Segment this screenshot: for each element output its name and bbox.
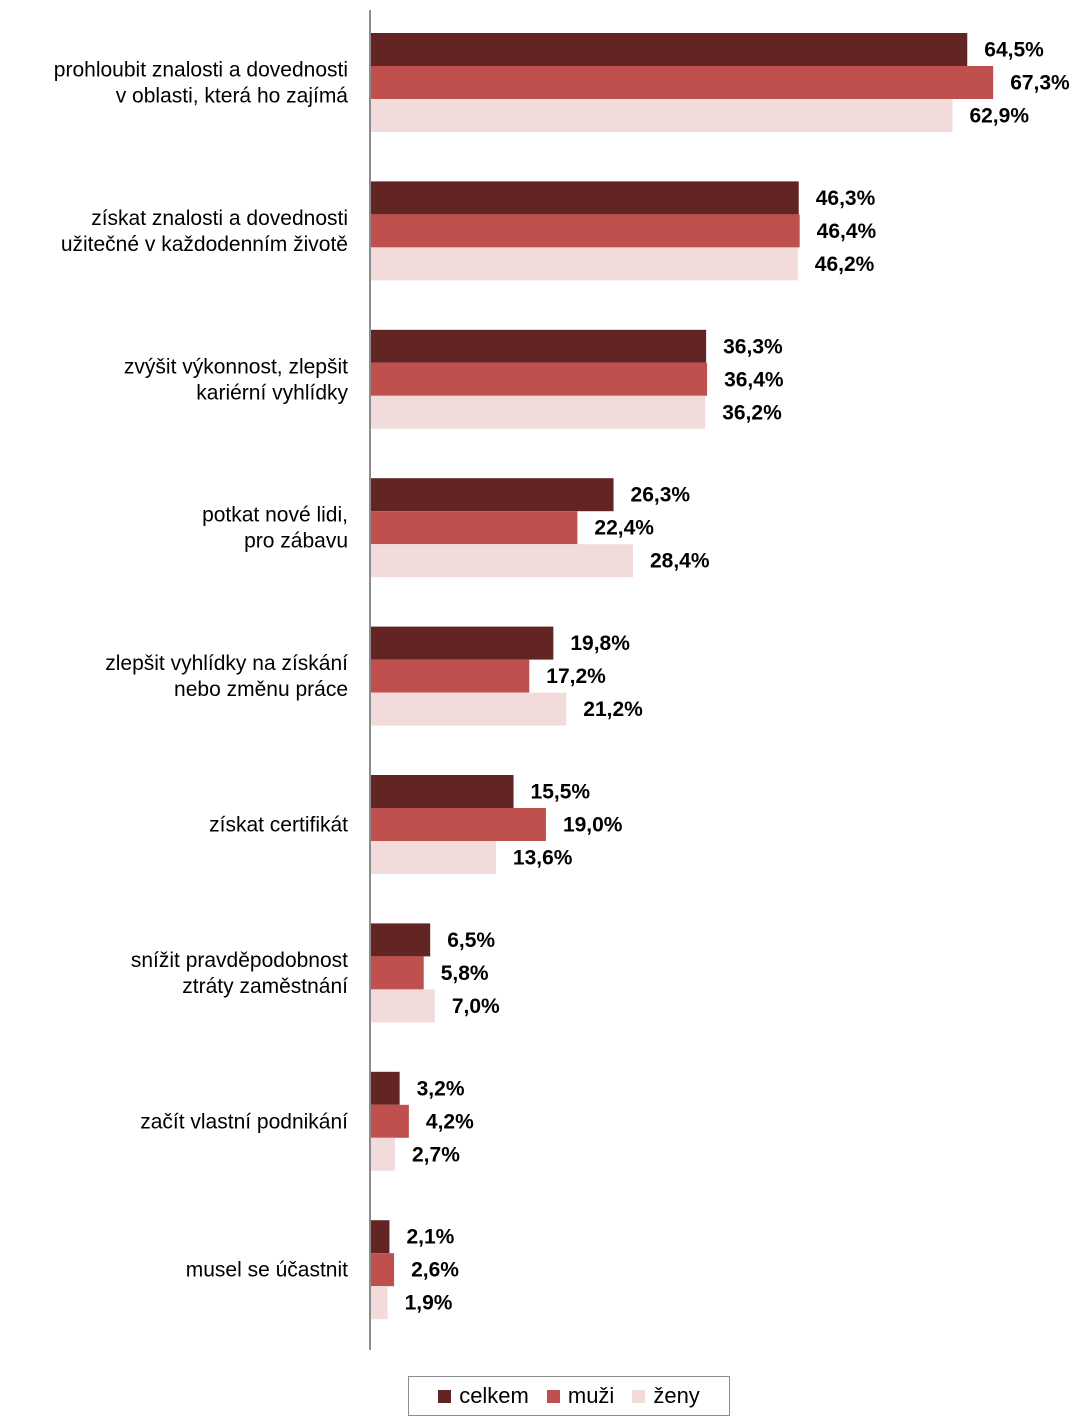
category-label: zvýšit výkonnost, zlepšit <box>124 355 348 378</box>
bar-celkem <box>370 1071 400 1105</box>
data-label: 7,0% <box>452 995 500 1018</box>
bar-muzi <box>370 1253 395 1287</box>
data-label: 26,3% <box>631 484 691 507</box>
data-label: 2,6% <box>411 1259 459 1282</box>
data-label: 5,8% <box>441 962 489 985</box>
legend-item-celkem: celkem <box>438 1383 529 1409</box>
bar-celkem <box>370 181 799 215</box>
bar-muzi <box>370 956 424 990</box>
data-label: 3,2% <box>417 1077 465 1100</box>
category-label: musel se účastnit <box>186 1259 348 1282</box>
bar-muzi <box>370 659 530 693</box>
legend: celkem muži ženy <box>408 1376 730 1416</box>
bar-chart: prohloubit znalosti a dovednosti v oblast… <box>54 10 1070 1350</box>
bar-muzi <box>370 1104 409 1138</box>
bar-celkem <box>370 626 554 660</box>
category-label: začít vlastní podnikání <box>140 1110 348 1133</box>
bar-zeny <box>370 247 798 281</box>
category-label: pro zábavu <box>244 530 348 553</box>
bar-zeny <box>370 99 953 132</box>
data-label: 1,9% <box>405 1292 453 1315</box>
bar-muzi <box>370 808 546 841</box>
legend-label-zeny: ženy <box>653 1383 700 1408</box>
data-label: 15,5% <box>531 781 591 804</box>
data-label: 67,3% <box>1010 72 1070 95</box>
data-label: 4,2% <box>426 1110 474 1133</box>
bar-zeny <box>370 692 567 726</box>
legend-label-muzi: muži <box>567 1383 615 1408</box>
data-label: 17,2% <box>546 665 606 688</box>
data-label: 36,4% <box>724 368 784 391</box>
data-label: 19,8% <box>570 632 630 655</box>
data-label: 2,7% <box>412 1143 460 1166</box>
legend-swatch-muzi <box>546 1389 560 1403</box>
category-label: získat znalosti a dovednosti <box>91 207 348 230</box>
legend-swatch-celkem <box>438 1389 452 1403</box>
bar-zeny <box>370 395 706 429</box>
category-label: kariérní vyhlídky <box>196 381 348 404</box>
category-label: prohloubit znalosti a dovednosti <box>54 59 348 82</box>
bar-celkem <box>370 33 968 66</box>
data-label: 64,5% <box>984 39 1044 62</box>
bar-celkem <box>370 329 707 363</box>
bar-zeny <box>370 544 633 578</box>
bar-zeny <box>370 1137 396 1171</box>
category-label: snížit pravděpodobnost <box>131 949 348 972</box>
legend-item-zeny: ženy <box>632 1383 700 1409</box>
bar-celkem <box>370 1220 390 1254</box>
bar-celkem <box>370 775 514 808</box>
data-label: 46,3% <box>816 187 876 210</box>
bar-zeny <box>370 841 496 874</box>
data-label: 6,5% <box>447 929 495 952</box>
legend-swatch-zeny <box>632 1389 646 1403</box>
data-label: 46,2% <box>815 253 875 276</box>
category-label: získat certifikát <box>209 814 348 837</box>
data-label: 46,4% <box>817 220 877 243</box>
legend-item-muzi: muži <box>546 1383 615 1409</box>
bar-muzi <box>370 511 578 545</box>
data-label: 22,4% <box>594 517 654 540</box>
category-label: ztráty zaměstnání <box>182 975 348 998</box>
category-label: užitečné v každodenním životě <box>61 233 348 256</box>
bar-muzi <box>370 214 800 248</box>
data-label: 19,0% <box>563 814 623 837</box>
bar-zeny <box>370 989 435 1023</box>
bar-muzi <box>370 66 994 99</box>
legend-label-celkem: celkem <box>459 1383 529 1408</box>
data-label: 62,9% <box>969 105 1029 128</box>
category-label: v oblasti, která ho zajímá <box>116 85 349 108</box>
bar-celkem <box>370 923 431 957</box>
category-label: nebo změnu práce <box>174 678 348 701</box>
data-label: 2,1% <box>406 1226 454 1249</box>
data-label: 13,6% <box>513 847 573 870</box>
category-label: potkat nové lidi, <box>202 504 348 527</box>
category-label: zlepšit vyhlídky na získání <box>105 652 348 675</box>
data-label: 36,3% <box>723 335 783 358</box>
data-label: 21,2% <box>583 698 643 721</box>
bar-zeny <box>370 1286 388 1320</box>
bar-celkem <box>370 478 614 512</box>
bar-muzi <box>370 362 708 396</box>
data-label: 36,2% <box>722 401 782 424</box>
data-label: 28,4% <box>650 550 710 573</box>
